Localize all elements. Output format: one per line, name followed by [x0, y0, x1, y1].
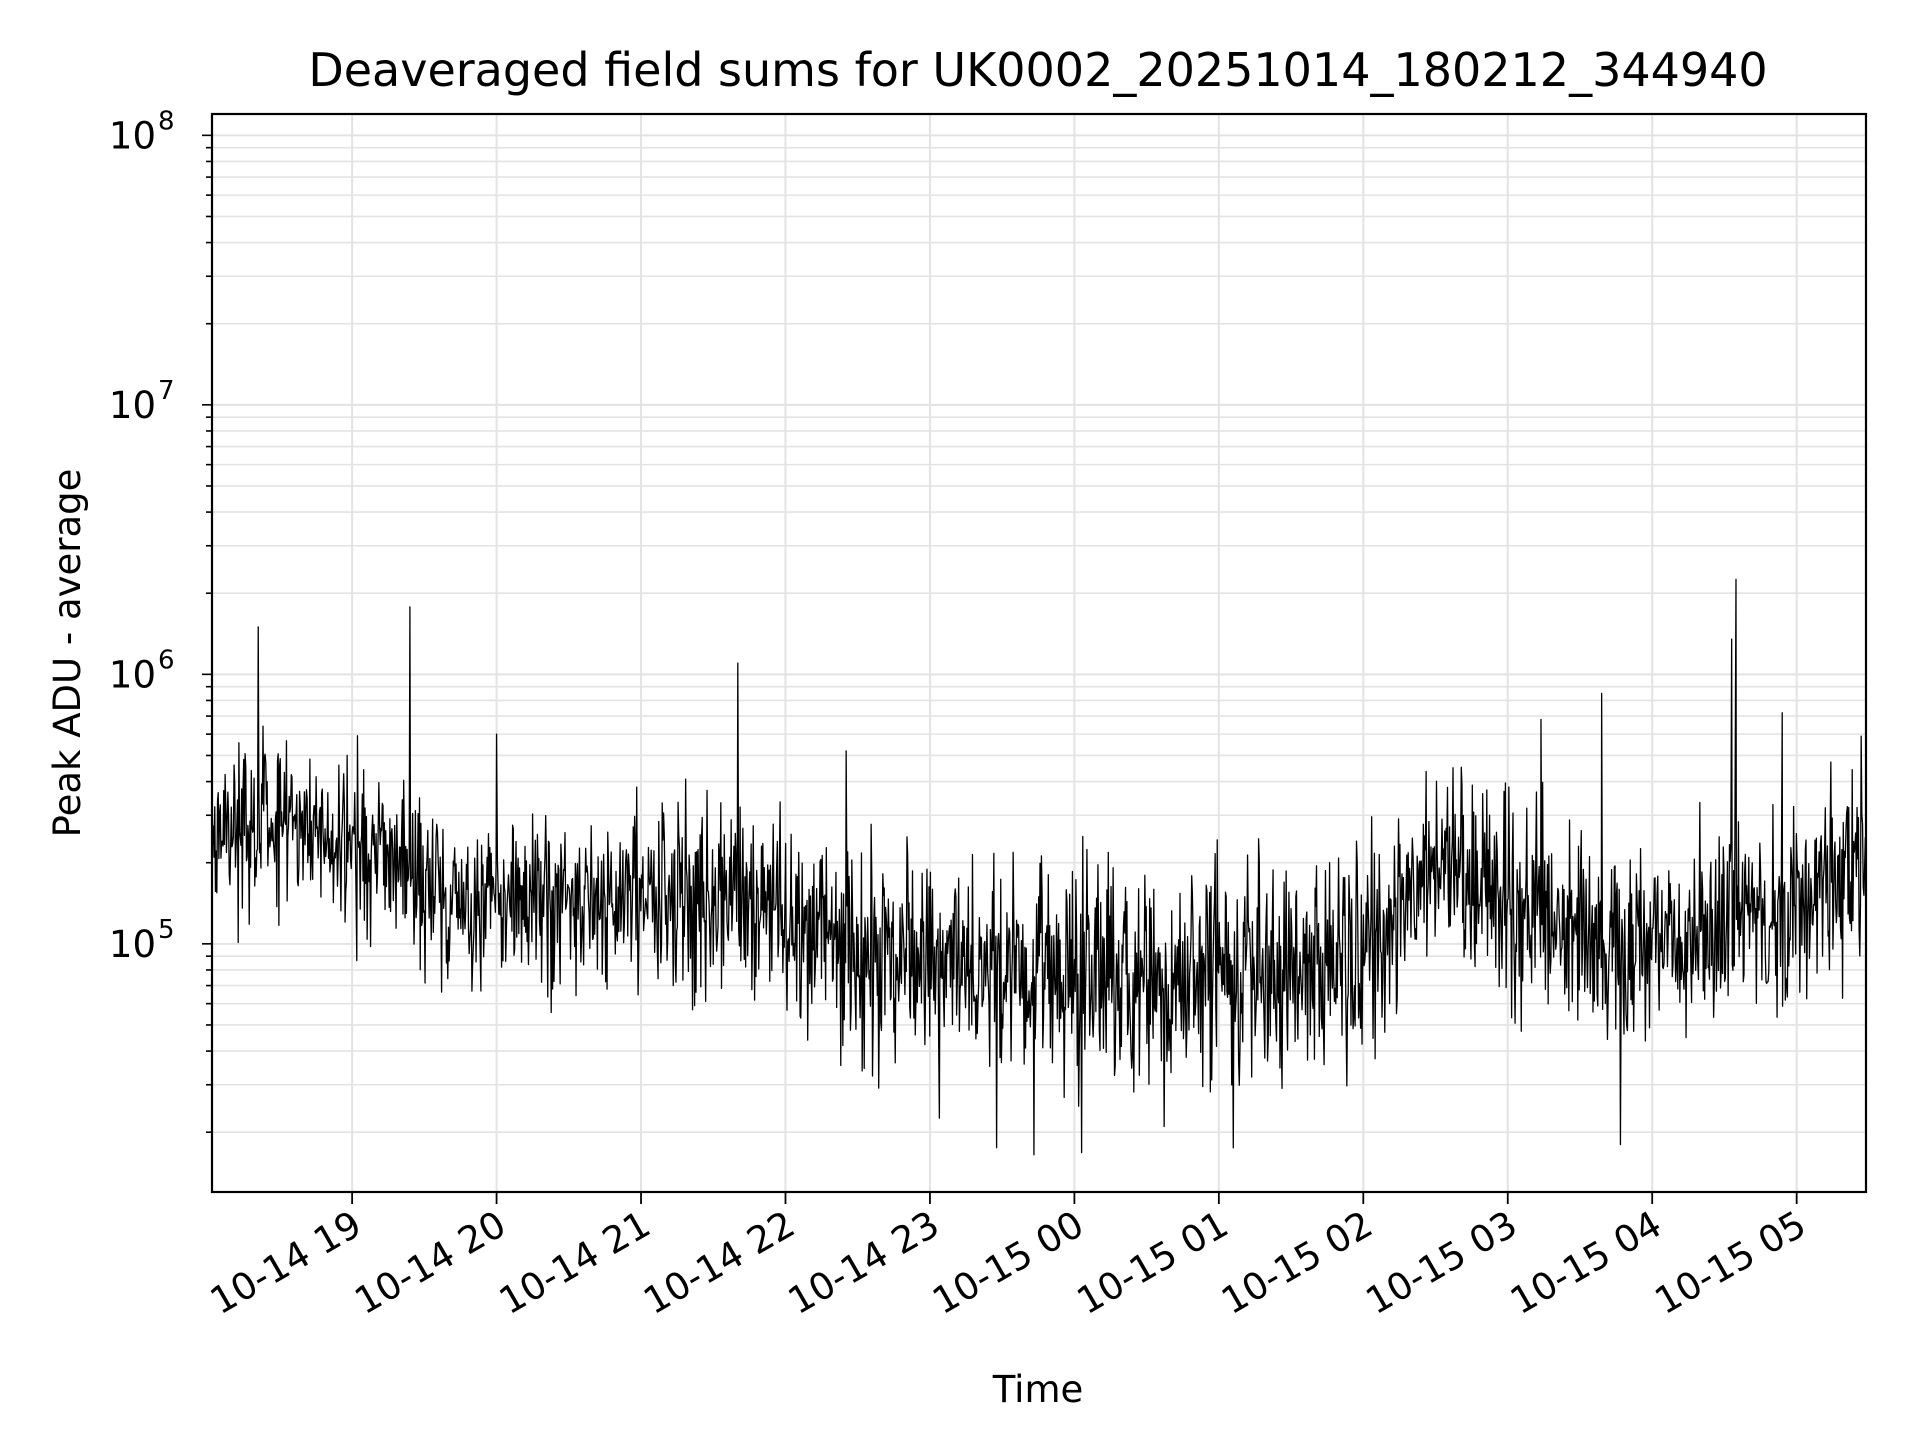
x-tick-label: 10-15 03 [1359, 1203, 1525, 1323]
grid [212, 114, 1866, 1192]
x-tick-label: 10-15 04 [1503, 1203, 1669, 1323]
x-tick-label: 10-15 05 [1648, 1203, 1814, 1323]
y-tick-label: 10 [109, 923, 156, 966]
x-tick-label: 10-14 20 [348, 1203, 514, 1323]
x-axis-label: Time [992, 1368, 1084, 1411]
x-tick-label: 10-15 00 [925, 1203, 1091, 1323]
y-tick-label: 10 [109, 384, 156, 427]
x-tick-label: 10-14 23 [781, 1203, 947, 1323]
x-tick-label: 10-14 19 [203, 1203, 369, 1323]
y-axis-label: Peak ADU - average [46, 469, 89, 838]
y-tick-base: 10 [109, 384, 156, 427]
x-tick-label: 10-14 21 [492, 1203, 658, 1323]
x-tick-label: 10-15 02 [1214, 1203, 1380, 1323]
chart-title: Deaveraged field sums for UK0002_2025101… [308, 43, 1767, 97]
x-tick-label: 10-15 01 [1070, 1203, 1236, 1323]
plot-frame [210, 112, 1868, 1194]
y-tick-base: 10 [109, 653, 156, 696]
series-group [211, 578, 1867, 1156]
y-tick-base: 10 [109, 114, 156, 157]
y-tick-exponent: 8 [158, 106, 175, 136]
y-tick-label: 10 [109, 114, 156, 157]
x-tick-label: 10-14 22 [636, 1203, 802, 1323]
y-tick-exponent: 6 [158, 645, 175, 675]
series-line [211, 578, 1867, 1156]
y-tick-exponent: 7 [158, 376, 175, 406]
y-tick-exponent: 5 [158, 915, 175, 945]
y-tick-label: 10 [109, 653, 156, 696]
y-tick-base: 10 [109, 923, 156, 966]
